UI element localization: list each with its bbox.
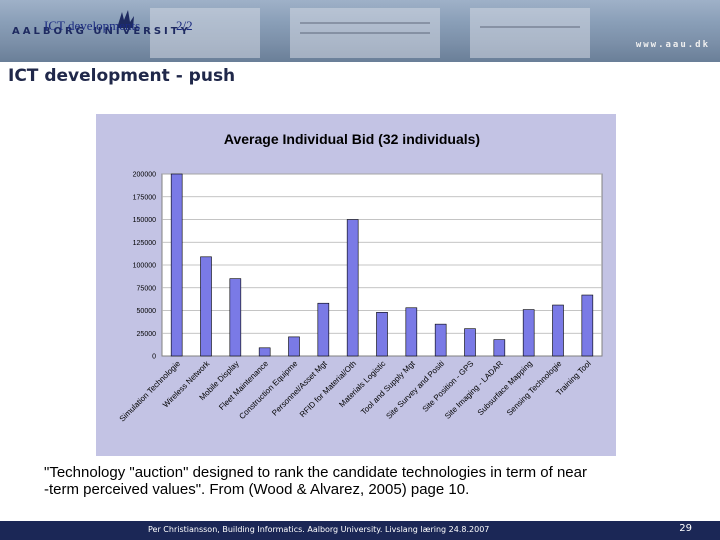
slide-caption: "Technology "auction" designed to rank t… [44,464,587,498]
university-logo-text: AALBORG UNIVERSITY [12,26,191,37]
x-tick-label: Site Position - GPS [421,359,476,414]
bar [200,256,212,357]
y-axis-ticks: 0 25000 50000 75000 100000 125000 150000 175000… [133,172,156,361]
bar [581,294,594,357]
bar [170,173,183,357]
banner-building-right [470,8,590,58]
x-tick-label: RFID for Material/Oth [298,359,358,419]
chart-title: Average Individual Bid (32 individuals) [224,131,480,147]
y-tick-label: 50000 [137,308,157,315]
university-logo-icon [117,10,134,28]
bar [552,304,564,357]
breadcrumb: ICT developments [44,18,141,33]
y-tick-label: 200000 [133,172,156,179]
x-tick-label: Personnel/Asset Mgt [270,359,329,418]
x-tick-label: Tool and Supply Mgt [359,359,417,417]
breadcrumb-page-count: 2/2 [176,18,193,33]
footer-credit: Per Christiansson, Building Informatics.… [148,525,490,534]
header-banner: AALBORG UNIVERSITY ICT developments 2/2 … [0,0,720,62]
bar [317,302,330,357]
banner-window-row [300,22,430,24]
banner-window-row [480,26,580,28]
bars [170,173,594,357]
bar [258,347,271,357]
y-tick-label: 75000 [137,285,157,292]
bar [405,307,418,357]
bar [434,323,447,357]
bar-chart: Average Individual Bid (32 individuals) … [118,131,603,423]
banner-building-left [150,8,260,58]
x-tick-label: Sensing Technologie [505,359,564,418]
website-url: www.aau.dk [635,40,710,50]
x-tick-label: Subsurface Mapping [476,359,534,417]
footer-bar: Per Christiansson, Building Informatics.… [0,521,720,540]
bar [376,312,388,357]
banner-building-center [290,8,440,58]
y-tick-label: 25000 [137,331,157,338]
bar [229,278,242,357]
bar [522,309,535,357]
y-tick-label: 175000 [133,194,156,201]
y-tick-label: 100000 [133,263,156,270]
bar [346,219,359,357]
slide-number: 29 [679,523,692,534]
x-tick-label: Fleet Maintenance [217,359,270,412]
bar [464,328,476,357]
bar [288,336,300,357]
bar [493,339,506,357]
slide-title: ICT development - push [8,66,236,86]
y-tick-label: 150000 [133,217,156,224]
banner-window-row [300,32,430,34]
y-tick-label: 0 [152,354,156,361]
y-tick-label: 125000 [133,240,156,247]
